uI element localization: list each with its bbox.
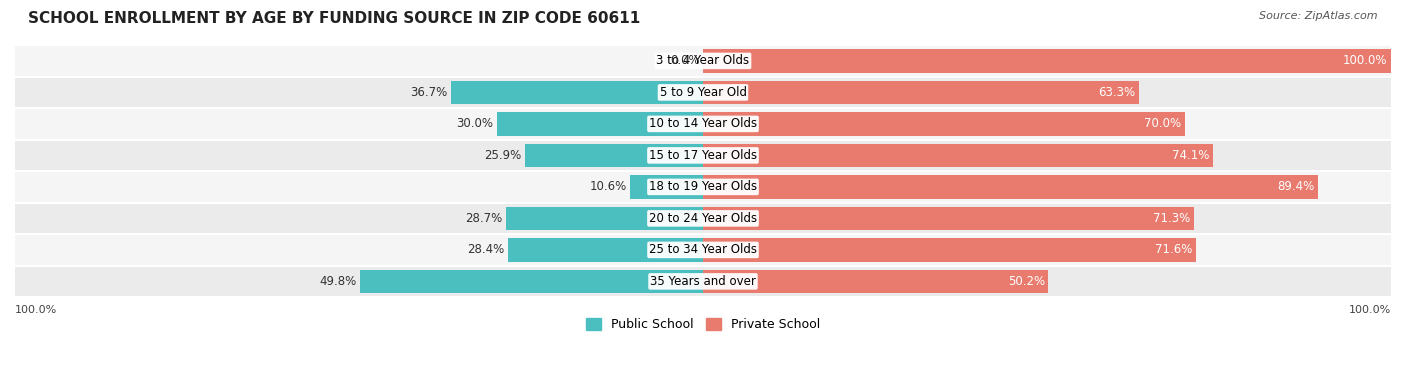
Bar: [703, 207, 1194, 230]
Text: 28.4%: 28.4%: [467, 244, 505, 256]
Text: 63.3%: 63.3%: [1098, 86, 1135, 99]
Bar: [15, 77, 1391, 108]
Text: Source: ZipAtlas.com: Source: ZipAtlas.com: [1260, 11, 1378, 21]
Text: 10 to 14 Year Olds: 10 to 14 Year Olds: [650, 117, 756, 130]
Bar: [496, 112, 703, 136]
Text: 89.4%: 89.4%: [1278, 181, 1315, 193]
Text: 36.7%: 36.7%: [409, 86, 447, 99]
Bar: [360, 270, 703, 293]
Text: 70.0%: 70.0%: [1144, 117, 1181, 130]
Text: 25.9%: 25.9%: [484, 149, 522, 162]
Text: 100.0%: 100.0%: [1343, 54, 1388, 67]
Bar: [15, 171, 1391, 203]
Text: 5 to 9 Year Old: 5 to 9 Year Old: [659, 86, 747, 99]
Text: 71.3%: 71.3%: [1153, 212, 1189, 225]
Text: 3 to 4 Year Olds: 3 to 4 Year Olds: [657, 54, 749, 67]
Text: 15 to 17 Year Olds: 15 to 17 Year Olds: [650, 149, 756, 162]
Text: 0.0%: 0.0%: [669, 54, 700, 67]
Text: 10.6%: 10.6%: [589, 181, 627, 193]
Bar: [703, 49, 1391, 73]
Legend: Public School, Private School: Public School, Private School: [581, 313, 825, 336]
Bar: [450, 81, 703, 104]
Text: 18 to 19 Year Olds: 18 to 19 Year Olds: [650, 181, 756, 193]
Bar: [15, 234, 1391, 266]
Bar: [703, 144, 1213, 167]
Bar: [630, 175, 703, 199]
Text: 28.7%: 28.7%: [465, 212, 502, 225]
Text: 100.0%: 100.0%: [1348, 305, 1391, 315]
Text: 20 to 24 Year Olds: 20 to 24 Year Olds: [650, 212, 756, 225]
Bar: [15, 45, 1391, 77]
Text: 30.0%: 30.0%: [456, 117, 494, 130]
Text: 25 to 34 Year Olds: 25 to 34 Year Olds: [650, 244, 756, 256]
Bar: [15, 139, 1391, 171]
Bar: [15, 266, 1391, 297]
Text: 50.2%: 50.2%: [1008, 275, 1045, 288]
Text: 49.8%: 49.8%: [319, 275, 357, 288]
Bar: [15, 203, 1391, 234]
Bar: [15, 108, 1391, 139]
Text: 74.1%: 74.1%: [1173, 149, 1209, 162]
Text: SCHOOL ENROLLMENT BY AGE BY FUNDING SOURCE IN ZIP CODE 60611: SCHOOL ENROLLMENT BY AGE BY FUNDING SOUR…: [28, 11, 640, 26]
Text: 100.0%: 100.0%: [15, 305, 58, 315]
Bar: [703, 175, 1317, 199]
Bar: [703, 112, 1185, 136]
Bar: [703, 238, 1195, 262]
Bar: [703, 81, 1139, 104]
Text: 35 Years and over: 35 Years and over: [650, 275, 756, 288]
Bar: [703, 270, 1049, 293]
Text: 71.6%: 71.6%: [1154, 244, 1192, 256]
Bar: [508, 238, 703, 262]
Bar: [524, 144, 703, 167]
Bar: [506, 207, 703, 230]
